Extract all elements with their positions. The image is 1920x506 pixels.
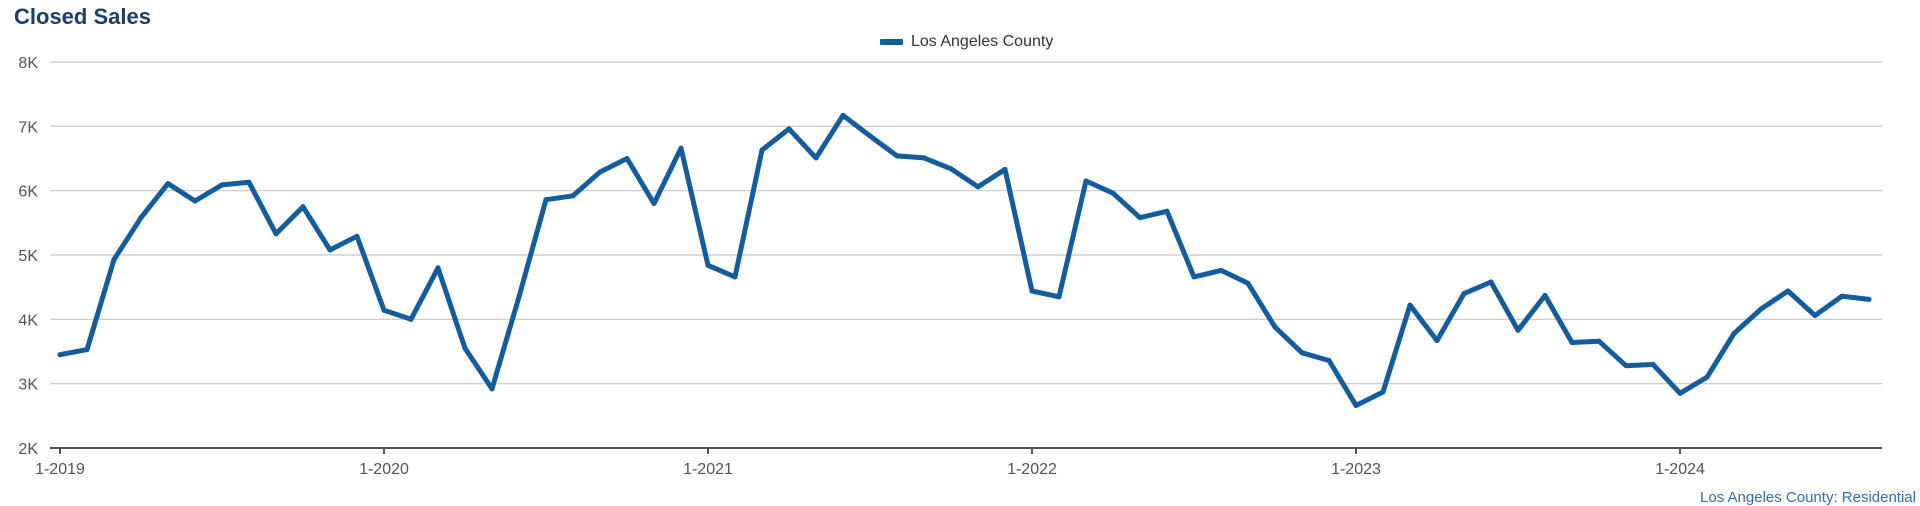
data-point	[1191, 274, 1197, 280]
legend-label: Los Angeles County	[911, 33, 1054, 50]
data-point	[219, 182, 225, 188]
data-point	[1245, 280, 1251, 286]
data-point	[1326, 358, 1332, 364]
data-point	[273, 231, 279, 237]
data-point	[381, 307, 387, 313]
y-tick-label: 8K	[18, 55, 38, 72]
y-tick-label: 7K	[18, 119, 38, 136]
data-point	[651, 201, 657, 207]
data-point	[570, 193, 576, 199]
legend-swatch	[880, 39, 903, 45]
data-point	[300, 204, 306, 210]
data-point	[597, 169, 603, 175]
data-point	[1677, 390, 1683, 396]
x-tick-label: 1-2021	[683, 461, 733, 478]
data-point	[867, 133, 873, 139]
data-point	[246, 179, 252, 185]
x-tick-label: 1-2019	[35, 461, 85, 478]
grid-lines	[50, 61, 1882, 449]
data-point	[1110, 190, 1116, 196]
data-point	[408, 316, 414, 322]
data-point	[1785, 288, 1791, 294]
data-point	[516, 294, 522, 300]
x-axis-ticks: 1-2019 1-2020 1-2021 1-2022 1-2023 1-2024	[35, 448, 1705, 478]
data-point	[489, 386, 495, 392]
data-point	[84, 347, 90, 353]
data-point	[1596, 338, 1602, 344]
x-tick-label: 1-2020	[359, 461, 409, 478]
data-point	[813, 155, 819, 161]
data-point	[462, 345, 468, 351]
data-point	[1137, 215, 1143, 221]
data-point	[1029, 288, 1035, 294]
series-line-los-angeles-county	[57, 112, 1872, 408]
source-label: Los Angeles County: Residential	[1700, 489, 1916, 506]
data-point	[1515, 327, 1521, 333]
data-point	[1083, 178, 1089, 184]
data-point	[543, 197, 549, 203]
data-point	[1569, 339, 1575, 345]
data-point	[1866, 296, 1872, 302]
data-point	[1380, 389, 1386, 395]
data-point	[948, 166, 954, 172]
data-point	[1002, 166, 1008, 172]
data-point	[192, 198, 198, 204]
data-point	[1407, 302, 1413, 308]
y-tick-label: 4K	[18, 312, 38, 329]
data-point	[1812, 312, 1818, 318]
data-point	[57, 352, 63, 358]
data-point	[1461, 291, 1467, 297]
data-point	[786, 126, 792, 132]
y-tick-label: 2K	[18, 441, 38, 458]
data-point	[705, 262, 711, 268]
data-point	[165, 181, 171, 187]
data-point	[111, 257, 117, 263]
y-tick-label: 6K	[18, 184, 38, 201]
x-tick-label: 1-2024	[1655, 461, 1705, 478]
data-point	[138, 215, 144, 221]
data-point	[732, 274, 738, 280]
data-point	[1218, 267, 1224, 273]
chart-title: Closed Sales	[14, 4, 151, 29]
data-point	[1299, 350, 1305, 356]
data-point	[435, 265, 441, 271]
data-point	[975, 184, 981, 190]
data-point	[1542, 293, 1548, 299]
x-tick-label: 1-2023	[1331, 461, 1381, 478]
data-point	[1731, 330, 1737, 336]
data-point	[1488, 279, 1494, 285]
y-tick-label: 5K	[18, 248, 38, 265]
data-point	[1758, 306, 1764, 312]
data-point	[678, 145, 684, 151]
data-point	[1839, 293, 1845, 299]
data-point	[894, 153, 900, 159]
data-point	[1623, 363, 1629, 369]
data-point	[840, 112, 846, 118]
data-point	[1704, 374, 1710, 380]
data-point	[1272, 324, 1278, 330]
data-point	[1164, 208, 1170, 214]
data-point	[1353, 403, 1359, 409]
y-axis-ticks: 2K 3K 4K 5K 6K 7K 8K	[18, 55, 38, 458]
x-tick-label: 1-2022	[1007, 461, 1057, 478]
data-point	[1650, 361, 1656, 367]
series-layer	[57, 112, 1872, 409]
data-point	[354, 233, 360, 239]
data-point	[624, 156, 630, 161]
data-point	[759, 147, 765, 153]
y-tick-label: 3K	[18, 377, 38, 394]
data-point	[1056, 294, 1062, 300]
data-point	[327, 247, 333, 253]
legend: Los Angeles County	[880, 33, 1053, 51]
data-point	[921, 155, 927, 161]
data-point	[1434, 338, 1440, 344]
